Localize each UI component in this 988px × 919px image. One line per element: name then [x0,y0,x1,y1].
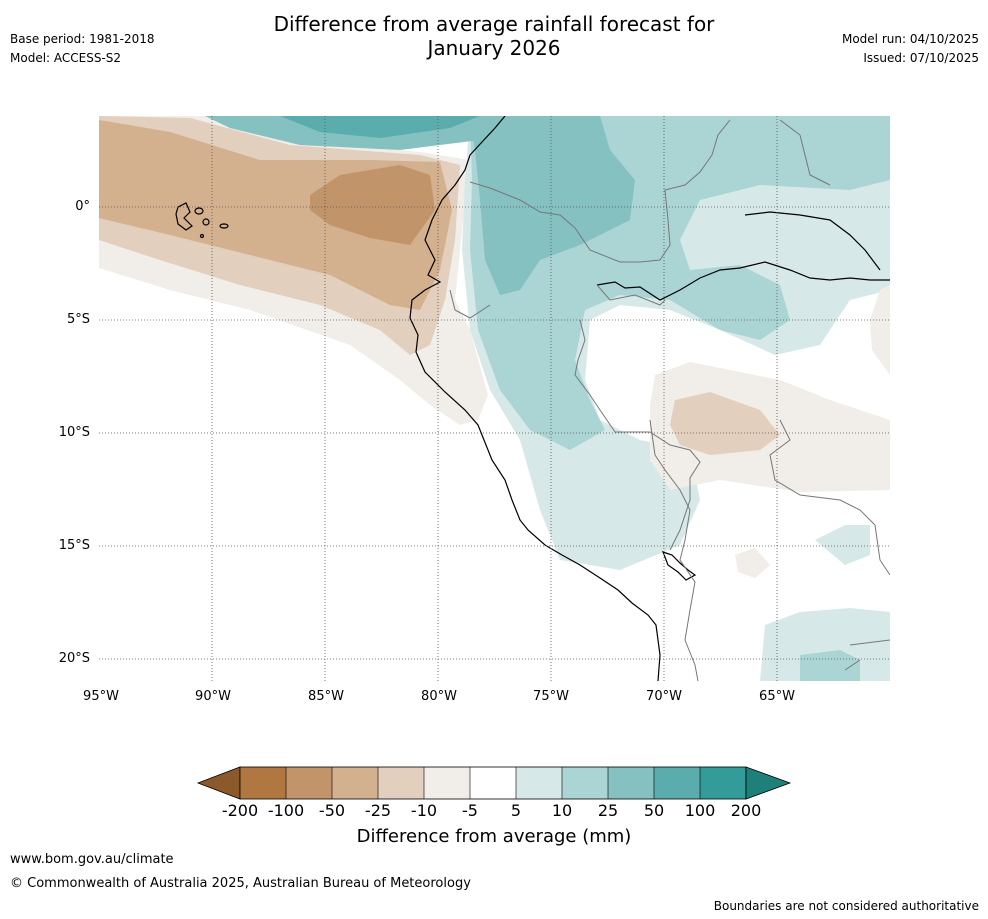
colorbar-segment-2 [286,767,333,799]
website-link[interactable]: www.bom.gov.au/climate [10,852,174,867]
colorbar-tick: 25 [597,801,619,820]
longitude-labels: 95°W 90°W 85°W 80°W 75°W 70°W 65°W [0,689,988,709]
colorbar-tick: -25 [364,801,392,820]
dry-anomaly-inland-core [670,392,780,455]
colorbar-tick: 5 [510,801,522,820]
colorbar-segment-5 [424,767,471,799]
dry-anomaly-east-edge [870,285,890,375]
colorbar [196,766,792,800]
dry-anomaly-50mm [310,165,435,245]
colorbar-segment-8 [562,767,609,799]
colorbar-segment-9 [608,767,655,799]
colorbar-tick: 10 [551,801,573,820]
amazon-river [596,261,890,301]
colorbar-segment-7 [516,767,563,799]
colorbar-tick: -100 [267,801,305,820]
lat-label-20s: 20°S [58,651,90,666]
map-area [99,116,890,681]
colorbar-label: Difference from average (mm) [356,826,632,847]
dry-anomaly-25mm [99,120,452,310]
dry-anomaly-small-patch [735,548,770,578]
colorbar-segment-11 [700,767,747,799]
issued-label: Issued: 07/10/2025 [863,51,979,65]
colorbar-tick: -50 [318,801,346,820]
colorbar-tick: -200 [221,801,259,820]
country-borders [449,119,890,681]
chart-title: Difference from average rainfall forecas… [0,12,988,60]
river-north [744,211,881,271]
wet-anomaly-south-core [800,650,860,681]
lake-titicaca [661,551,697,581]
colorbar-tick-labels: -200 -100 -50 -25 -10 -5 5 10 25 50 100 … [0,801,988,823]
colorbar-segment-4 [378,767,425,799]
lon-label-70w: 70°W [646,689,682,704]
colorbar-tick: 100 [684,801,716,820]
lat-label-5s: 5°S [66,312,90,327]
wet-anomaly-50mm [280,116,480,138]
coastline [409,116,661,681]
wet-anomaly-25mm [470,116,635,295]
lon-label-65w: 65°W [759,689,795,704]
latitude-labels: 0° 5°S 10°S 15°S 20°S [0,0,90,919]
lon-label-75w: 75°W [533,689,569,704]
title-line-2: January 2026 [427,36,561,60]
colorbar-min-extension [196,766,241,800]
colorbar-tick: -10 [410,801,438,820]
lon-label-95w: 95°W [83,689,119,704]
lon-label-90w: 90°W [195,689,231,704]
colorbar-segment-6 [470,767,517,799]
title-line-1: Difference from average rainfall forecas… [273,12,715,36]
boundary-disclaimer: Boundaries are not considered authoritat… [713,899,979,913]
colorbar-max-extension [745,766,792,800]
colorbar-tick: 50 [643,801,665,820]
colorbar-tick: 200 [730,801,762,820]
model-run-label: Model run: 04/10/2025 [841,32,979,46]
base-period-label: Base period: 1981-2018 [10,32,155,46]
graticule [99,116,890,681]
colorbar-tick: -5 [462,801,478,820]
lat-label-10s: 10°S [58,425,90,440]
galapagos-islands [175,202,229,239]
model-label: Model: ACCESS-S2 [10,51,122,65]
lat-label-15s: 15°S [58,538,90,553]
colorbar-segment-1 [240,767,287,799]
lon-label-85w: 85°W [308,689,344,704]
colorbar-segment-10 [654,767,701,799]
copyright-notice: © Commonwealth of Australia 2025, Austra… [10,876,471,891]
colorbar-segment-3 [332,767,379,799]
colorbar-dividers [285,767,701,799]
wet-anomaly-bolivia-patch [815,525,870,565]
lon-label-80w: 80°W [421,689,457,704]
lat-label-0: 0° [75,199,90,214]
